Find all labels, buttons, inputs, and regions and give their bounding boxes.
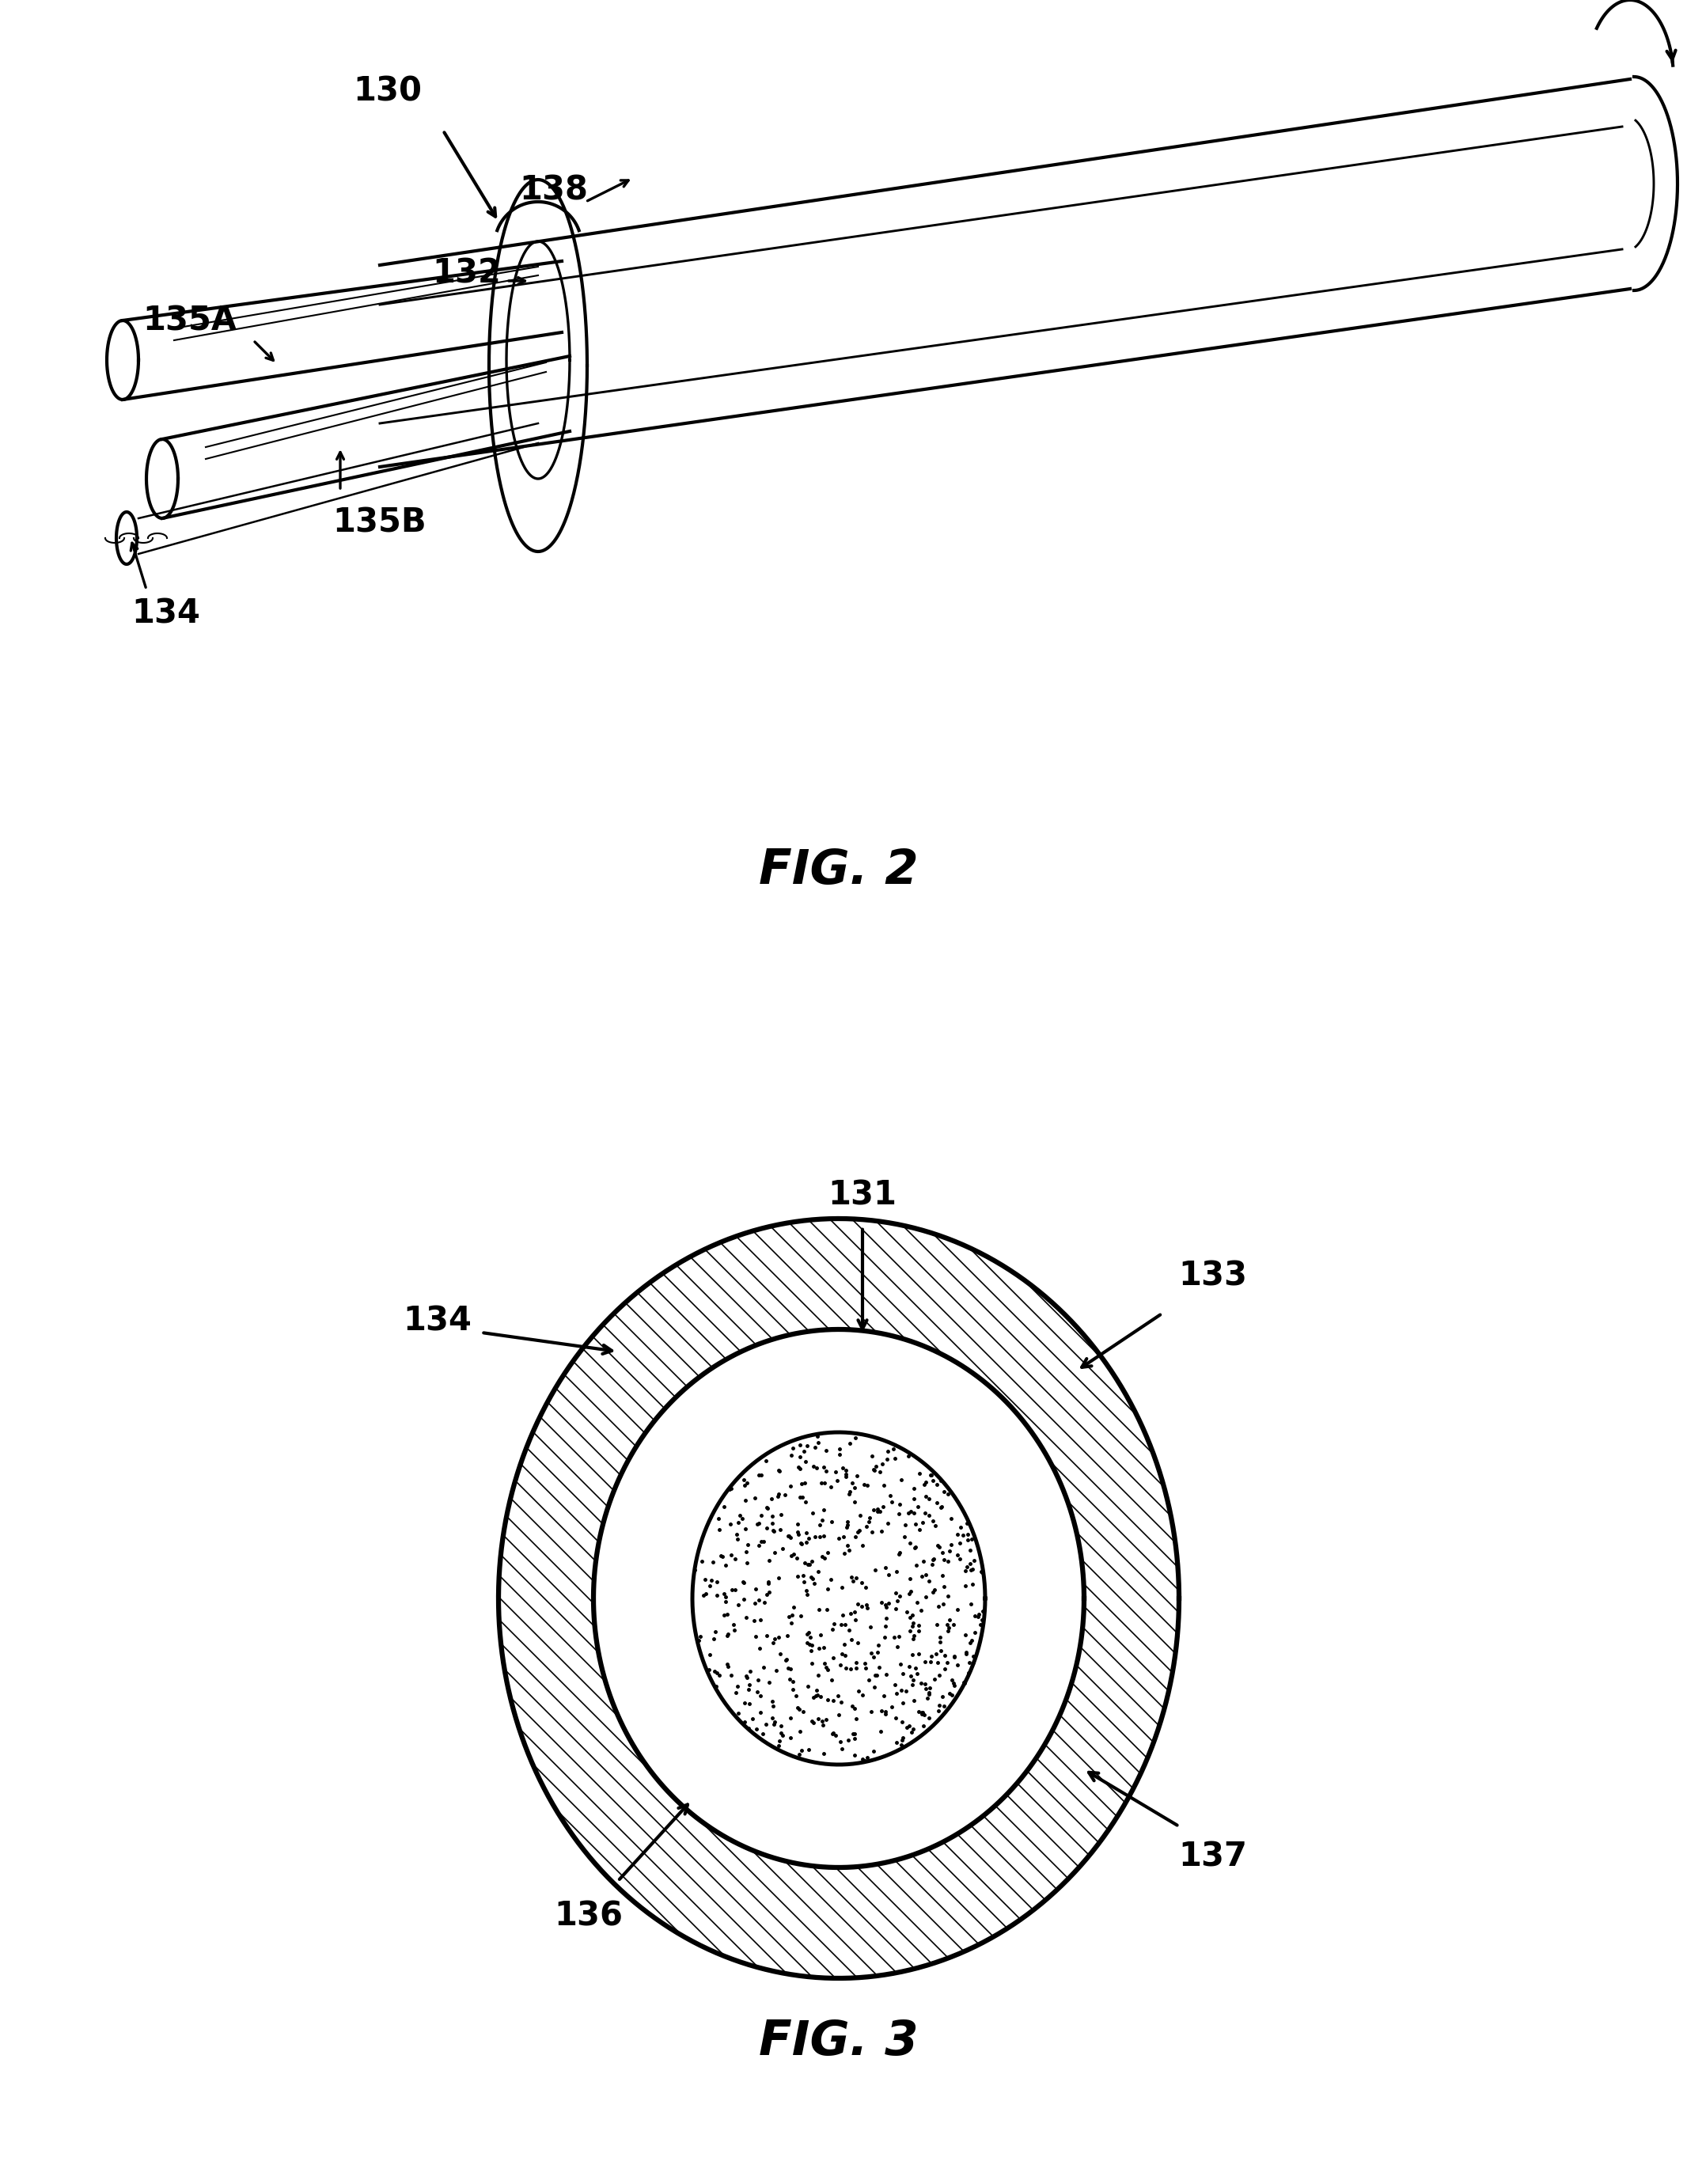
Text: 130: 130 [353, 74, 422, 107]
Text: 136: 136 [553, 1900, 623, 1933]
Text: 131: 131 [828, 1177, 897, 1212]
Text: FIG. 2: FIG. 2 [759, 847, 918, 893]
Text: 134: 134 [132, 596, 201, 629]
Text: FIG. 3: FIG. 3 [759, 2018, 918, 2064]
Text: 137: 137 [1179, 1841, 1247, 1874]
Text: 135A: 135A [143, 304, 238, 336]
Text: 138: 138 [520, 173, 589, 207]
Text: 133: 133 [1179, 1258, 1247, 1293]
Text: 134: 134 [403, 1304, 472, 1339]
Text: 135B: 135B [332, 507, 427, 539]
Text: 132: 132 [432, 256, 501, 290]
